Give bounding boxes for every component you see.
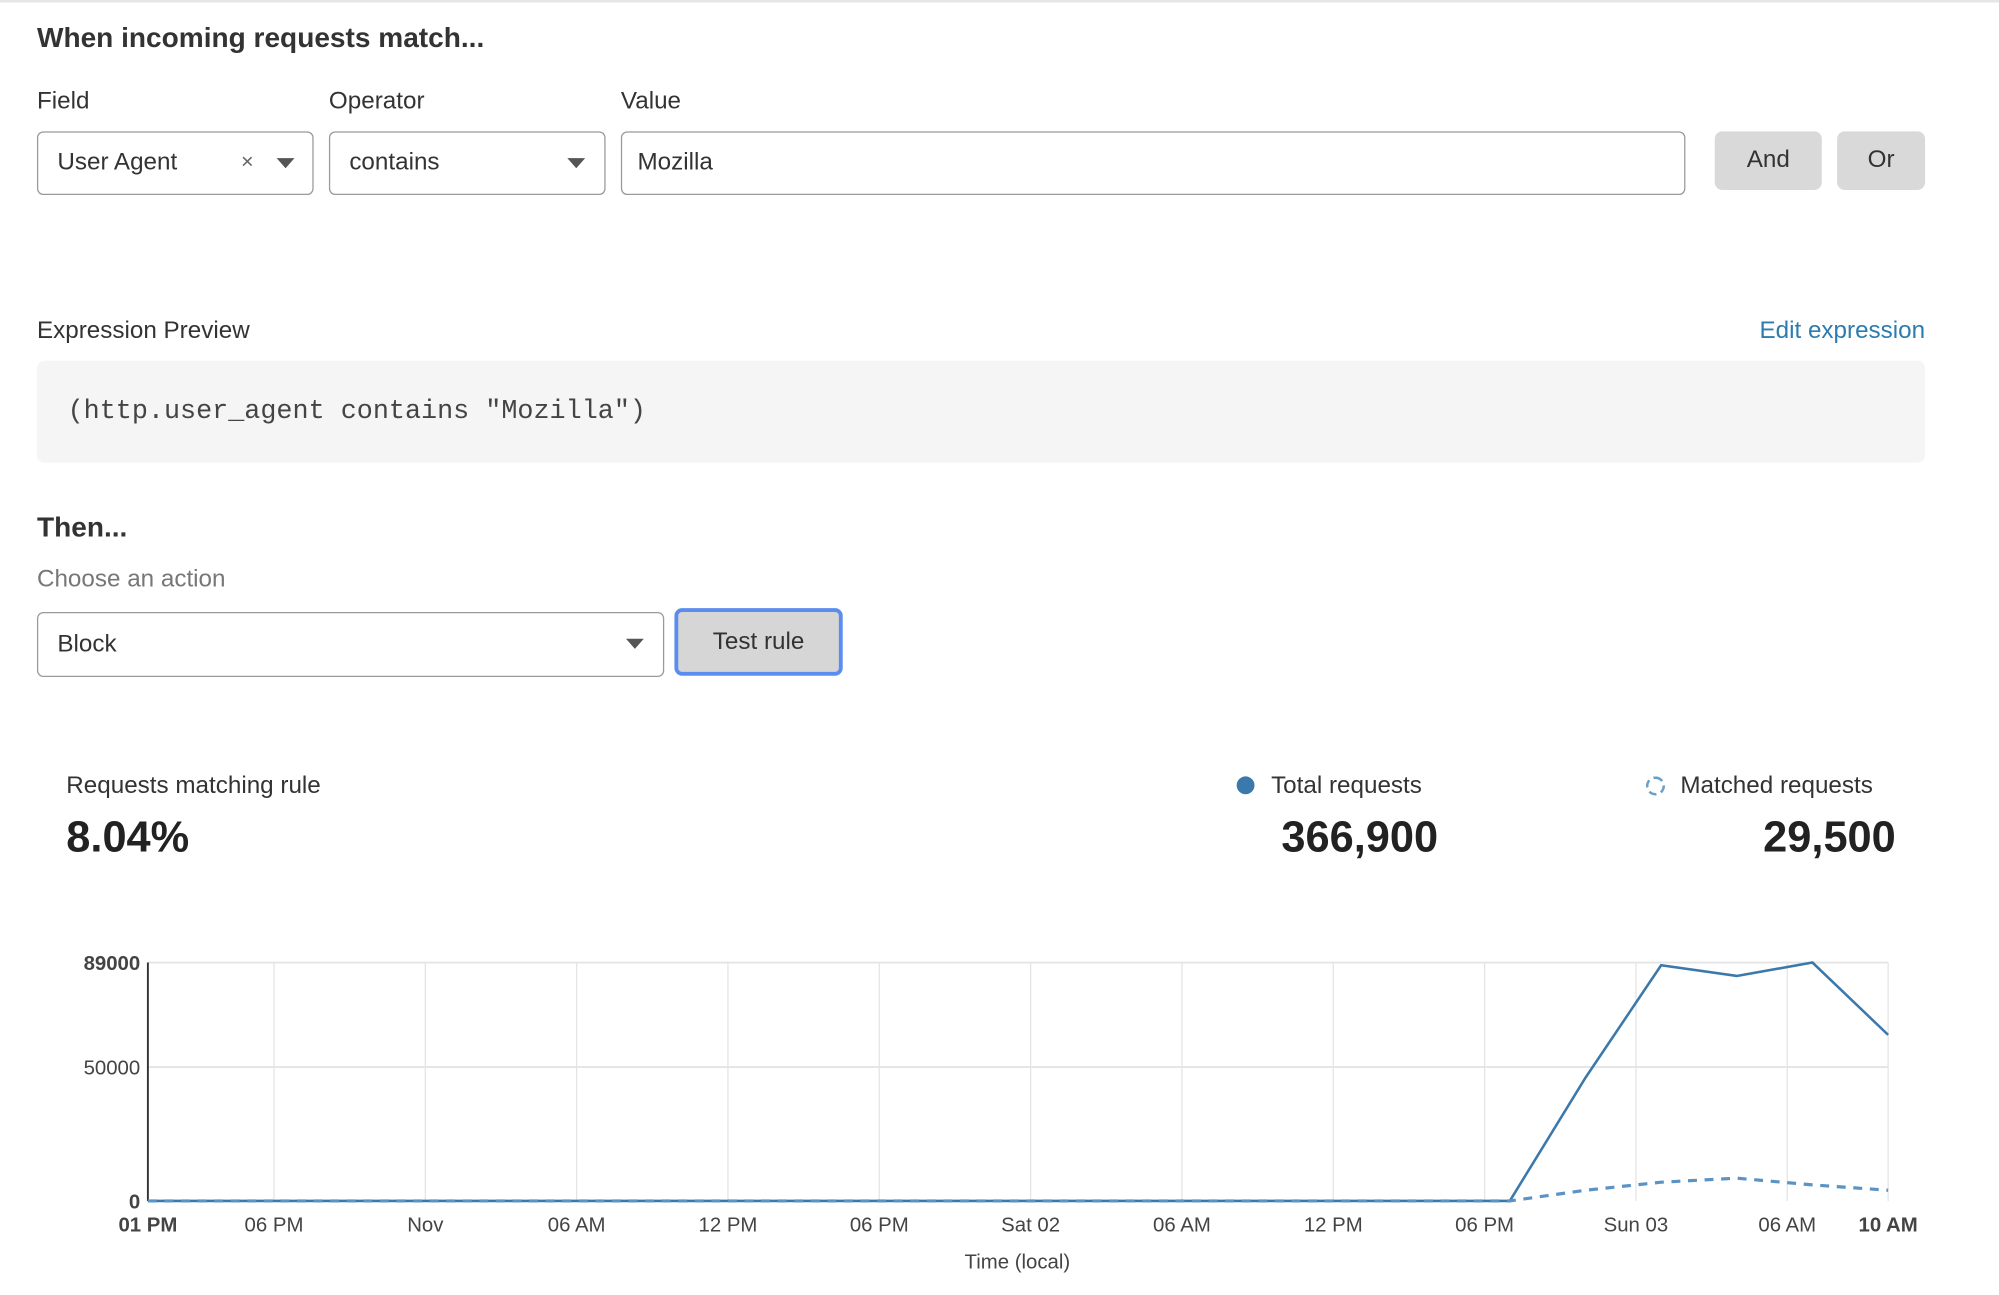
series-line-matched — [147, 1176, 1889, 1203]
x-tick-label: 06 PM — [850, 1215, 909, 1237]
action-select[interactable]: Block — [36, 611, 665, 677]
x-tick-label: Nov — [407, 1215, 444, 1237]
test-rule-button[interactable]: Test rule — [674, 608, 843, 676]
x-tick-label: 10 AM — [1858, 1215, 1917, 1237]
x-tick-label: 06 AM — [1758, 1215, 1816, 1237]
chevron-down-icon[interactable] — [276, 158, 295, 169]
total-label: Total requests — [1271, 772, 1422, 800]
x-tick-label: Sat 02 — [1001, 1215, 1060, 1237]
divider — [0, 0, 1999, 3]
clear-icon[interactable]: × — [240, 149, 254, 174]
chevron-down-icon[interactable] — [567, 158, 586, 169]
action-select-value: Block — [57, 630, 117, 658]
operator-label: Operator — [328, 87, 425, 115]
x-tick-label: 06 AM — [548, 1215, 606, 1237]
x-tick-label: 06 PM — [1455, 1215, 1514, 1237]
matched-label: Matched requests — [1680, 772, 1873, 800]
value-input[interactable]: Mozilla — [620, 131, 1686, 196]
field-select-value: User Agent — [57, 149, 178, 176]
operator-select-value: contains — [349, 149, 440, 176]
then-heading: Then... — [36, 511, 128, 544]
choose-action-label: Choose an action — [36, 566, 226, 593]
total-value: 366,900 — [1281, 813, 1439, 862]
requests-chart: 01 PM 06 PM Nov 06 AM 12 PM 06 PM Sat 02 06 AM 1… — [84, 953, 1918, 1274]
value-input-text: Mozilla — [637, 149, 713, 176]
matching-label: Requests matching rule — [66, 772, 321, 800]
or-button[interactable]: Or — [1837, 131, 1926, 190]
x-axis-label: Time (local) — [965, 1252, 1071, 1274]
series-line-total — [147, 961, 1890, 1203]
x-tick-label: 12 PM — [1304, 1215, 1363, 1237]
chevron-down-icon[interactable] — [625, 638, 644, 649]
matched-legend-dot-icon — [1645, 776, 1666, 796]
x-tick-label: 01 PM — [118, 1215, 177, 1237]
edit-expression-link[interactable]: Edit expression — [1759, 317, 1926, 345]
match-heading: When incoming requests match... — [36, 21, 485, 54]
operator-select[interactable]: contains — [328, 131, 606, 196]
expression-preview: (http.user_agent contains "Mozilla") — [36, 360, 1926, 463]
y-tick-label: 0 — [129, 1192, 140, 1214]
y-tick-label: 89000 — [84, 953, 141, 975]
x-tick-label: 06 PM — [245, 1215, 304, 1237]
and-button[interactable]: And — [1714, 131, 1822, 190]
matching-value: 8.04% — [66, 813, 190, 862]
field-label: Field — [36, 87, 90, 115]
x-tick-label: Sun 03 — [1604, 1215, 1669, 1237]
x-tick-label: 06 AM — [1153, 1215, 1211, 1237]
y-tick-label: 50000 — [84, 1058, 141, 1080]
x-tick-label: 12 PM — [699, 1215, 758, 1237]
total-legend-dot-icon — [1236, 776, 1255, 795]
field-select[interactable]: User Agent × — [36, 131, 314, 196]
matched-value: 29,500 — [1763, 813, 1896, 862]
expression-preview-label: Expression Preview — [36, 317, 250, 345]
value-label: Value — [620, 87, 682, 115]
